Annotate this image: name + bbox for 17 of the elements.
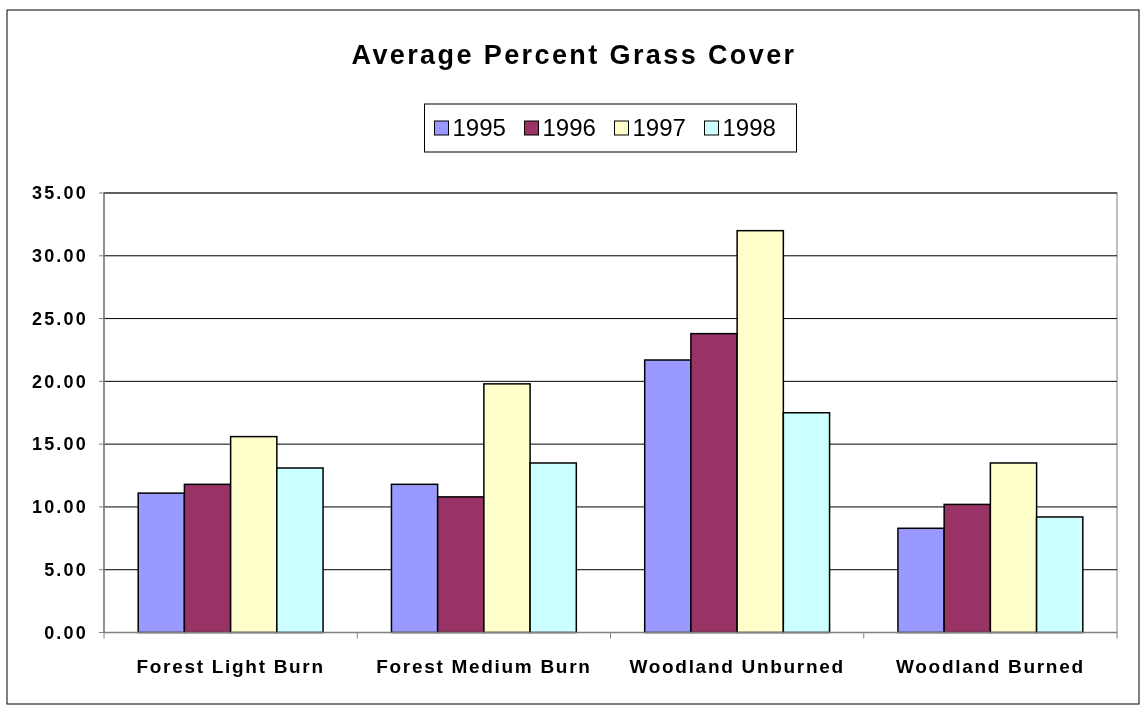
y-tick-label: 15.00 bbox=[31, 434, 88, 455]
x-tick-label: Forest Light Burn bbox=[136, 656, 325, 677]
legend-label: 1998 bbox=[722, 114, 776, 142]
legend-label: 1995 bbox=[452, 114, 506, 142]
y-tick-label: 35.00 bbox=[31, 183, 88, 204]
y-tick-label: 10.00 bbox=[31, 497, 88, 518]
y-tick-label: 5.00 bbox=[44, 560, 88, 581]
x-tick-label: Woodland Unburned bbox=[629, 656, 845, 677]
y-tick-label: 30.00 bbox=[31, 246, 88, 267]
y-tick-label: 25.00 bbox=[31, 308, 88, 329]
legend-label: 1997 bbox=[632, 114, 686, 142]
legend-label: 1996 bbox=[542, 114, 596, 142]
y-tick-label: 0.00 bbox=[44, 622, 88, 643]
y-tick-label: 20.00 bbox=[31, 371, 88, 392]
x-tick-label: Woodland Burned bbox=[896, 656, 1085, 677]
x-tick-label: Forest Medium Burn bbox=[376, 656, 592, 677]
chart-title: Average Percent Grass Cover bbox=[351, 40, 797, 70]
